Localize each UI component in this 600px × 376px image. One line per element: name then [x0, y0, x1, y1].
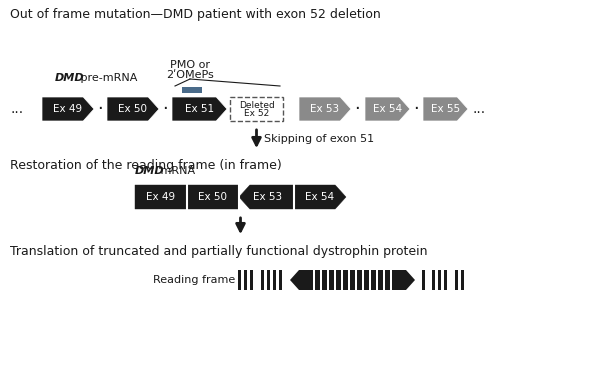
Polygon shape [365, 97, 410, 121]
Polygon shape [187, 185, 239, 209]
Polygon shape [239, 185, 294, 209]
Bar [444, 270, 447, 290]
Bar [238, 270, 241, 290]
Bar [334, 270, 336, 290]
Bar [376, 270, 378, 290]
Bar [455, 270, 458, 290]
Text: Ex 53: Ex 53 [253, 192, 282, 202]
Text: ...: ... [10, 102, 23, 116]
Polygon shape [299, 97, 351, 121]
Bar [355, 270, 357, 290]
Bar [369, 270, 371, 290]
Bar [279, 270, 282, 290]
Bar [422, 270, 425, 290]
Bar [250, 270, 253, 290]
Bar [383, 270, 385, 290]
Text: ·: · [413, 100, 419, 118]
Bar [267, 270, 270, 290]
Bar [308, 270, 397, 290]
Bar [438, 270, 441, 290]
Bar [182, 87, 202, 93]
Bar [230, 97, 283, 121]
Text: Ex 52: Ex 52 [244, 109, 269, 118]
Bar [261, 270, 264, 290]
Text: PMO or: PMO or [170, 60, 210, 70]
Text: Ex 53: Ex 53 [310, 104, 340, 114]
Text: DMD: DMD [55, 73, 85, 83]
Text: mRNA: mRNA [157, 166, 195, 176]
Text: Deleted: Deleted [239, 100, 274, 109]
Text: ·: · [354, 100, 360, 118]
Bar [320, 270, 322, 290]
Bar [390, 270, 392, 290]
Text: Ex 50: Ex 50 [119, 104, 148, 114]
Text: Skipping of exon 51: Skipping of exon 51 [265, 134, 374, 144]
Text: Ex 49: Ex 49 [146, 192, 176, 202]
Bar [432, 270, 435, 290]
Text: Ex 54: Ex 54 [305, 192, 335, 202]
Text: Out of frame mutation—DMD patient with exon 52 deletion: Out of frame mutation—DMD patient with e… [10, 8, 381, 21]
Text: pre-mRNA: pre-mRNA [77, 73, 137, 83]
Polygon shape [172, 97, 227, 121]
Text: Restoration of the reading frame (in frame): Restoration of the reading frame (in fra… [10, 159, 282, 172]
Bar [327, 270, 329, 290]
Bar [362, 270, 364, 290]
Text: ·: · [97, 100, 103, 118]
Text: Ex 50: Ex 50 [199, 192, 227, 202]
Polygon shape [107, 97, 159, 121]
Bar [273, 270, 276, 290]
Text: DMD: DMD [135, 166, 164, 176]
Text: Ex 54: Ex 54 [373, 104, 402, 114]
Polygon shape [42, 97, 94, 121]
Text: Ex 51: Ex 51 [185, 104, 214, 114]
Text: ...: ... [473, 102, 486, 116]
Text: Reading frame: Reading frame [153, 275, 235, 285]
Bar [313, 270, 315, 290]
Bar [348, 270, 350, 290]
Text: Ex 55: Ex 55 [431, 104, 460, 114]
Polygon shape [294, 185, 346, 209]
Polygon shape [290, 270, 308, 290]
Bar [244, 270, 247, 290]
Bar [461, 270, 464, 290]
Text: Ex 49: Ex 49 [53, 104, 83, 114]
Text: ·: · [162, 100, 168, 118]
Text: 2ʹOMePs: 2ʹOMePs [166, 70, 214, 80]
Polygon shape [423, 97, 468, 121]
Polygon shape [135, 185, 187, 209]
Bar [341, 270, 343, 290]
Polygon shape [397, 270, 415, 290]
Text: Translation of truncated and partially functional dystrophin protein: Translation of truncated and partially f… [10, 245, 427, 258]
